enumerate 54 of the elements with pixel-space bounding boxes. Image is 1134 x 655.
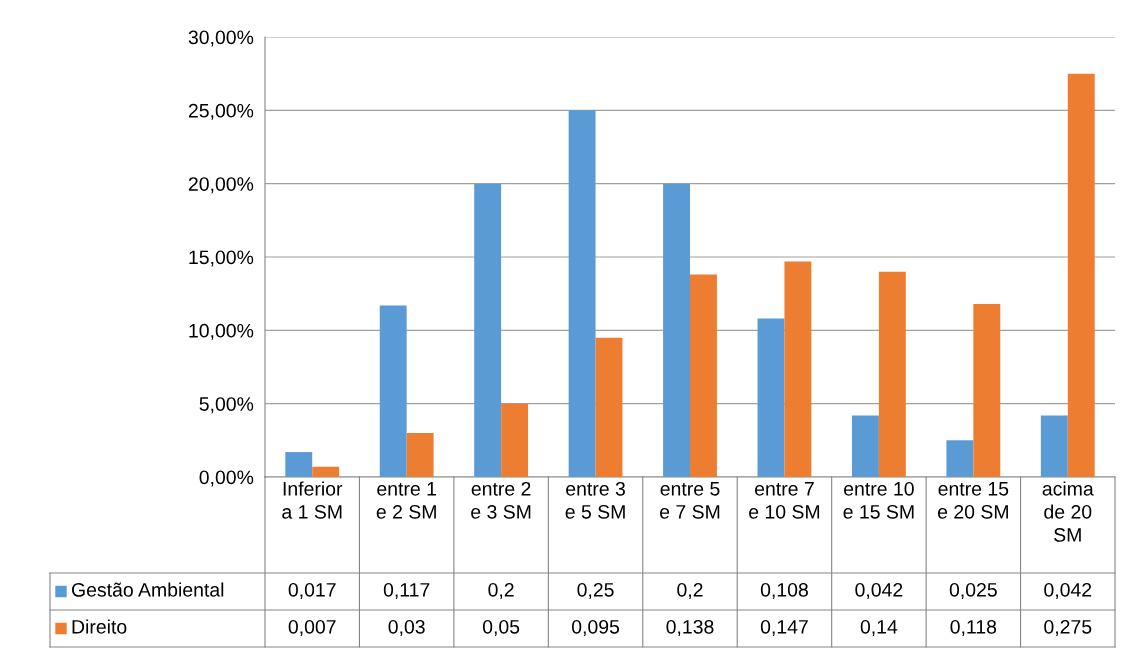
- data-label: 0,275: [1044, 619, 1092, 637]
- bar: [946, 440, 974, 477]
- bar: [1040, 415, 1068, 477]
- bar: [784, 261, 812, 477]
- bar: [474, 183, 502, 477]
- x-tick-label: entre 15 e 20 SM: [937, 482, 1009, 519]
- bar: [568, 110, 596, 477]
- bar: [663, 183, 690, 477]
- data-label: 0,042: [1044, 582, 1092, 600]
- x-tick-label: Inferior a 1 SM: [282, 481, 343, 519]
- data-label: 0,007: [288, 619, 336, 637]
- x-tick-label: entre 7 e 10 SM: [749, 482, 820, 519]
- y-tick-label: 5,00%: [199, 397, 254, 414]
- y-tick-label: 10,00%: [189, 323, 254, 340]
- x-tick-label: entre 5 e 7 SM: [660, 482, 720, 519]
- data-label: 0,025: [949, 582, 997, 600]
- bar: [285, 452, 313, 477]
- data-label: 0,05: [482, 619, 520, 637]
- x-tick-label: entre 3 e 5 SM: [565, 481, 625, 519]
- data-label: 0,25: [577, 582, 614, 600]
- bar: [379, 305, 407, 477]
- y-tick-label: 15,00%: [189, 250, 254, 267]
- data-label: 0,03: [388, 619, 425, 637]
- data-label: 0,017: [288, 582, 336, 600]
- bar: [501, 403, 529, 477]
- data-label: 0,2: [488, 582, 514, 600]
- bar: [851, 415, 879, 477]
- x-tick-label: acima de 20 SM: [1042, 481, 1094, 542]
- y-tick-label: 0,00%: [199, 470, 254, 487]
- x-tick-label: entre 1 e 2 SM: [376, 482, 436, 519]
- data-label: 0,118: [950, 619, 997, 637]
- data-label: 0,095: [571, 619, 620, 637]
- y-tick-label: 25,00%: [188, 103, 254, 120]
- data-label: 0,108: [760, 582, 808, 600]
- data-label: 0,138: [666, 619, 714, 637]
- bar: [595, 337, 623, 477]
- data-label: 0,042: [855, 582, 903, 600]
- bar: [1067, 73, 1095, 477]
- legend-label: Direito: [72, 619, 127, 634]
- x-tick-label: entre 2 e 3 SM: [471, 481, 531, 519]
- x-tick-label: entre 10 e 15 SM: [843, 481, 914, 519]
- data-label: 0,14: [860, 619, 898, 637]
- data-label: 0,147: [760, 619, 808, 637]
- bar: [690, 274, 717, 477]
- y-tick-label: 20,00%: [188, 177, 254, 194]
- bar: [973, 303, 1001, 477]
- bar: [312, 466, 340, 477]
- bar: [757, 318, 785, 477]
- data-label: 0,2: [677, 582, 703, 600]
- data-label: 0,117: [383, 582, 430, 600]
- bar: [878, 271, 906, 477]
- y-tick-label: 30,00%: [188, 30, 254, 47]
- bar: [406, 433, 434, 477]
- legend-label: Gestão Ambiental: [71, 582, 224, 597]
